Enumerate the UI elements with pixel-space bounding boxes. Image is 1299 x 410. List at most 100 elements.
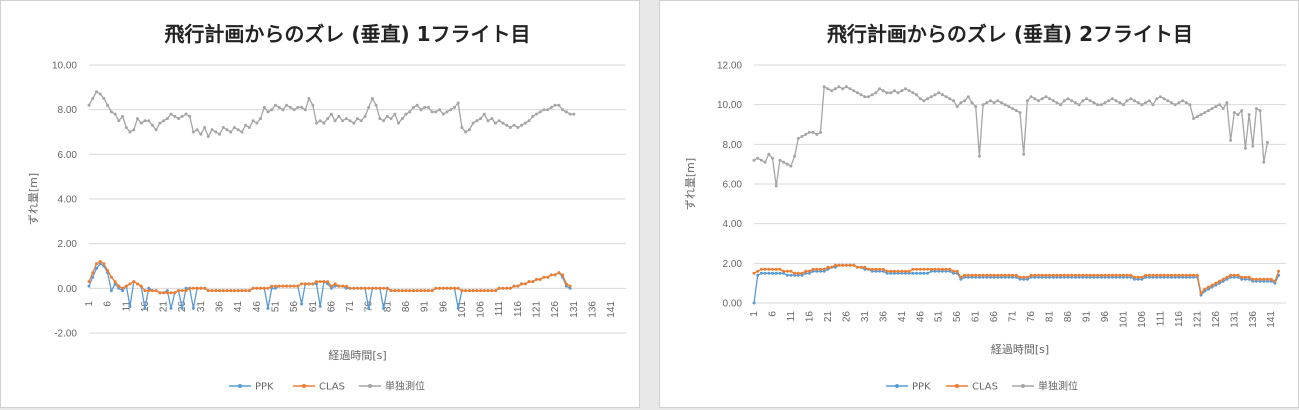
- data-point: [389, 117, 393, 121]
- data-point: [109, 110, 113, 114]
- data-point: [933, 267, 937, 271]
- data-point: [1210, 107, 1214, 111]
- data-point: [1014, 273, 1018, 277]
- data-point: [311, 103, 315, 107]
- data-point: [467, 128, 471, 132]
- data-point: [1022, 152, 1026, 156]
- data-point: [285, 284, 289, 288]
- data-point: [143, 289, 147, 293]
- data-point: [109, 289, 113, 293]
- data-point: [191, 286, 195, 290]
- data-point: [505, 123, 509, 127]
- data-point: [1048, 97, 1052, 101]
- x-tick-label: 111: [494, 301, 505, 317]
- data-point: [538, 277, 542, 281]
- data-point: [1247, 113, 1251, 117]
- x-tick-label: 91: [420, 301, 431, 313]
- data-point: [214, 130, 218, 134]
- data-point: [344, 117, 348, 121]
- data-point: [771, 271, 774, 275]
- data-point: [467, 289, 471, 293]
- data-point: [859, 93, 863, 97]
- data-point: [300, 105, 304, 109]
- data-point: [98, 262, 102, 266]
- data-point: [1081, 99, 1085, 103]
- chart-title: 飛行計画からのズレ (垂直) 2フライト目: [827, 22, 1193, 46]
- data-point: [1118, 101, 1122, 105]
- data-point: [1218, 279, 1221, 283]
- data-point: [996, 273, 1000, 277]
- data-point: [438, 108, 441, 112]
- data-point: [896, 269, 900, 273]
- data-point: [288, 284, 292, 288]
- legend-label: 単独測位: [1038, 380, 1078, 393]
- data-point: [778, 267, 782, 271]
- data-point: [1140, 103, 1144, 107]
- data-point: [1092, 101, 1096, 105]
- data-point: [494, 121, 497, 125]
- data-point: [259, 117, 262, 121]
- data-point: [937, 91, 941, 95]
- y-tick-label: 6.00: [723, 180, 743, 191]
- y-tick-label: 4.00: [723, 219, 743, 230]
- data-point: [113, 280, 117, 284]
- data-point: [326, 280, 330, 284]
- data-point: [1273, 279, 1277, 283]
- data-point: [154, 289, 158, 293]
- y-tick-label: 2.00: [723, 259, 743, 270]
- data-point: [229, 130, 233, 134]
- legend-marker: [238, 384, 242, 388]
- x-tick-label: 101: [1118, 311, 1129, 328]
- x-tick-label: 36: [215, 301, 226, 313]
- data-point: [300, 282, 304, 286]
- data-point: [855, 265, 859, 269]
- data-point: [892, 269, 896, 273]
- data-point: [177, 117, 180, 121]
- data-point: [819, 267, 822, 271]
- x-tick-label: 11: [786, 311, 797, 322]
- data-point: [449, 108, 453, 112]
- data-point: [852, 263, 856, 267]
- data-point: [922, 271, 926, 275]
- data-point: [270, 286, 274, 290]
- data-point: [419, 108, 423, 112]
- data-point: [1044, 95, 1048, 99]
- data-point: [266, 306, 270, 310]
- data-point: [557, 103, 561, 107]
- data-point: [430, 110, 434, 114]
- y-tick-label: 2.00: [58, 239, 78, 250]
- data-point: [191, 130, 195, 134]
- data-point: [940, 267, 944, 271]
- legend-label: CLAS: [972, 382, 998, 393]
- data-point: [1144, 101, 1148, 105]
- data-point: [752, 158, 756, 162]
- data-point: [1033, 97, 1037, 101]
- data-point: [819, 130, 822, 134]
- y-tick-label: 6.00: [58, 150, 78, 161]
- data-point: [796, 136, 800, 140]
- data-point: [486, 289, 490, 293]
- data-point: [191, 306, 195, 310]
- data-point: [434, 110, 438, 114]
- data-point: [251, 119, 255, 123]
- data-point: [1181, 99, 1185, 103]
- data-point: [1103, 101, 1107, 105]
- data-point: [270, 284, 274, 288]
- data-point: [1029, 95, 1033, 99]
- data-point: [423, 105, 427, 109]
- data-point: [966, 273, 970, 277]
- data-point: [445, 110, 449, 114]
- data-point: [1037, 273, 1040, 277]
- data-point: [527, 119, 531, 123]
- data-point: [479, 289, 483, 293]
- x-tick-label: 76: [1026, 311, 1037, 323]
- data-point: [1258, 277, 1262, 281]
- data-point: [1003, 273, 1007, 277]
- data-point: [970, 273, 974, 277]
- data-point: [139, 121, 143, 125]
- data-point: [1247, 275, 1251, 279]
- data-point: [98, 92, 102, 96]
- data-point: [564, 282, 568, 286]
- data-point: [855, 91, 859, 95]
- data-point: [184, 286, 188, 290]
